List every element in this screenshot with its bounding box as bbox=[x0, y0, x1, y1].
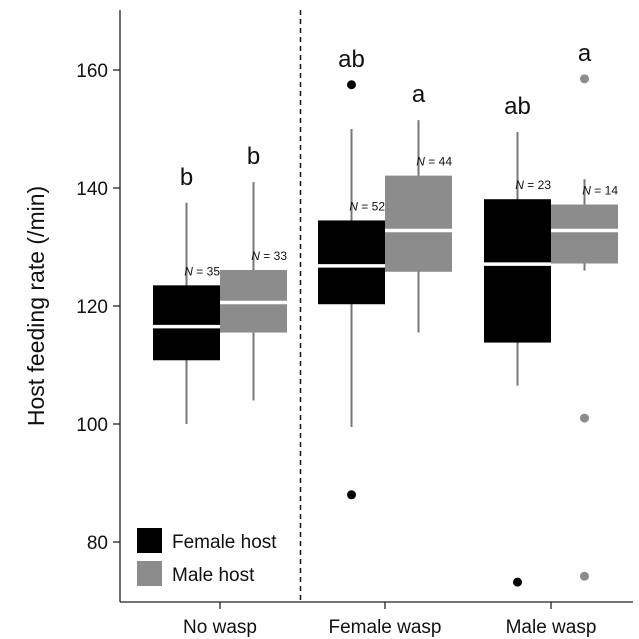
legend-label: Female host bbox=[172, 532, 277, 553]
n-label: N = 33 bbox=[251, 249, 287, 263]
outlier-point bbox=[347, 80, 356, 90]
n-label: N = 14 bbox=[582, 184, 618, 198]
x-tick-label: No wasp bbox=[183, 617, 257, 638]
n-label: N = 23 bbox=[515, 178, 551, 192]
box-rect bbox=[318, 220, 385, 305]
significance-letter: ab bbox=[338, 46, 365, 73]
legend-label: Male host bbox=[172, 565, 255, 586]
y-axis-title: Host feeding rate (/min) bbox=[23, 186, 49, 426]
box-rect bbox=[385, 175, 452, 272]
box-male-host-male-wasp: N = 14 a bbox=[551, 40, 618, 581]
y-tick-label: 80 bbox=[87, 533, 108, 554]
n-symbol: N bbox=[349, 199, 358, 213]
box-rect bbox=[153, 285, 220, 361]
n-value: = 14 bbox=[591, 184, 618, 198]
legend-swatch bbox=[137, 561, 162, 586]
y-tick-label: 100 bbox=[76, 415, 108, 436]
significance-letter: ab bbox=[504, 93, 531, 120]
outlier-point bbox=[513, 577, 522, 587]
n-value: = 44 bbox=[425, 155, 452, 169]
outlier-point bbox=[580, 74, 589, 84]
y-tick-label: 160 bbox=[76, 61, 108, 82]
box-rect bbox=[484, 199, 551, 343]
legend-swatch bbox=[137, 528, 162, 553]
significance-letter: a bbox=[412, 81, 426, 108]
box-female-host-no-wasp: N = 35 b bbox=[153, 164, 220, 424]
box-female-host-female-wasp: N = 52 ab bbox=[318, 46, 385, 500]
plot-axes: 80 100 120 140 160 Host feeding rate (/min) No… bbox=[23, 10, 633, 638]
n-symbol: N bbox=[184, 264, 193, 278]
x-tick-label: Female wasp bbox=[329, 617, 442, 638]
outlier-point bbox=[580, 571, 589, 581]
n-symbol: N bbox=[515, 178, 524, 192]
n-label: N = 35 bbox=[184, 264, 220, 278]
box-male-host-no-wasp: N = 33 b bbox=[220, 143, 287, 401]
significance-letter: b bbox=[247, 143, 260, 170]
box-rect bbox=[551, 204, 618, 264]
significance-letter: a bbox=[578, 40, 592, 67]
n-label: N = 52 bbox=[349, 199, 385, 213]
y-tick-label: 140 bbox=[76, 179, 108, 200]
n-value: = 52 bbox=[358, 199, 385, 213]
y-tick-label: 120 bbox=[76, 297, 108, 318]
n-label: N = 44 bbox=[416, 155, 452, 169]
n-value: = 35 bbox=[193, 264, 220, 278]
n-symbol: N bbox=[416, 155, 425, 169]
significance-letter: b bbox=[180, 164, 193, 191]
outlier-point bbox=[580, 413, 589, 423]
n-symbol: N bbox=[251, 249, 260, 263]
box-male-host-female-wasp: N = 44 a bbox=[385, 81, 452, 333]
box-female-host-male-wasp: N = 23 ab bbox=[484, 93, 551, 587]
legend: Female host Male host bbox=[137, 528, 277, 586]
x-tick-label: Male wasp bbox=[506, 617, 597, 638]
outlier-point bbox=[347, 490, 356, 500]
n-value: = 33 bbox=[260, 249, 287, 263]
n-symbol: N bbox=[582, 184, 591, 198]
n-value: = 23 bbox=[524, 178, 551, 192]
